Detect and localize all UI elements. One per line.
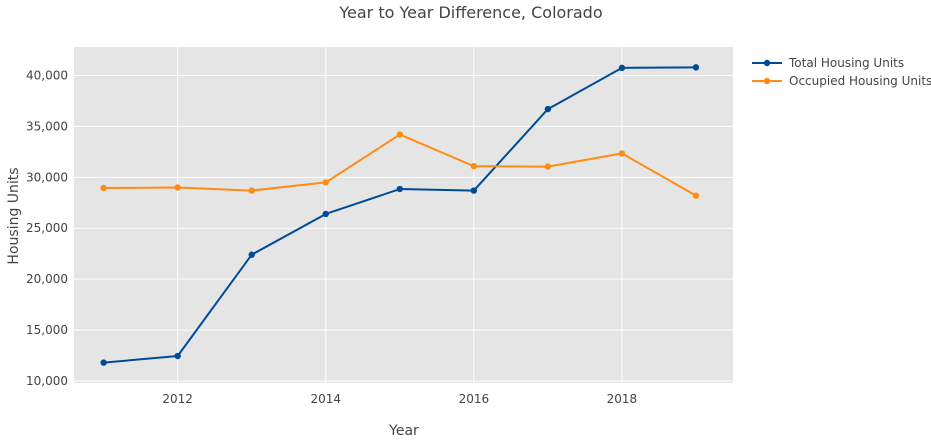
data-point[interactable] — [618, 150, 626, 157]
data-point[interactable] — [544, 105, 552, 113]
chart-title: Year to Year Difference, Colorado — [338, 3, 602, 22]
x-axis-title: Year — [388, 423, 419, 439]
series-0 — [100, 64, 700, 366]
grid-lines — [74, 47, 733, 383]
y-tick-label: 10,000 — [26, 374, 68, 388]
y-tick-label: 40,000 — [26, 69, 68, 83]
x-tick-label: 2016 — [459, 392, 490, 406]
data-point[interactable] — [692, 192, 700, 199]
data-point[interactable] — [174, 184, 181, 191]
legend-item[interactable]: Occupied Housing Units — [752, 74, 931, 88]
y-tick-label: 15,000 — [26, 323, 68, 337]
data-point[interactable] — [396, 131, 403, 138]
data-point[interactable] — [470, 187, 478, 194]
data-point[interactable] — [544, 163, 552, 170]
data-point[interactable] — [322, 179, 329, 186]
data-point[interactable] — [248, 187, 255, 194]
y-axis-ticks: 10,000 15,000 20,000 25,000 30,000 35,000 40,0… — [26, 69, 68, 388]
series-1 — [100, 131, 700, 199]
y-axis-title: Housing Units — [6, 167, 22, 264]
x-tick-label: 2018 — [607, 392, 638, 406]
x-axis-ticks: 2012 2014 2016 2018 — [162, 392, 637, 406]
x-tick-label: 2014 — [310, 392, 341, 406]
y-tick-label: 20,000 — [26, 272, 68, 286]
legend-marker — [763, 77, 771, 85]
data-point[interactable] — [470, 162, 478, 170]
data-point[interactable] — [248, 251, 255, 258]
data-point[interactable] — [174, 352, 181, 360]
legend-label: Total Housing Units — [788, 56, 904, 70]
plot-area — [74, 47, 733, 383]
data-point[interactable] — [692, 64, 700, 71]
legend-marker — [763, 59, 771, 67]
y-tick-label: 35,000 — [26, 119, 68, 133]
data-point[interactable] — [100, 184, 107, 192]
data-point[interactable] — [322, 210, 329, 218]
y-tick-label: 30,000 — [26, 170, 68, 184]
data-point[interactable] — [100, 359, 107, 366]
data-point[interactable] — [396, 185, 403, 193]
legend-label: Occupied Housing Units — [789, 74, 931, 88]
legend-item[interactable]: Total Housing Units — [752, 56, 904, 70]
legend: Total Housing Units Occupied Housing Unit… — [752, 56, 931, 88]
series-layer — [100, 64, 700, 366]
y-tick-label: 25,000 — [26, 221, 68, 235]
x-tick-label: 2012 — [162, 392, 193, 406]
data-point[interactable] — [618, 64, 626, 72]
